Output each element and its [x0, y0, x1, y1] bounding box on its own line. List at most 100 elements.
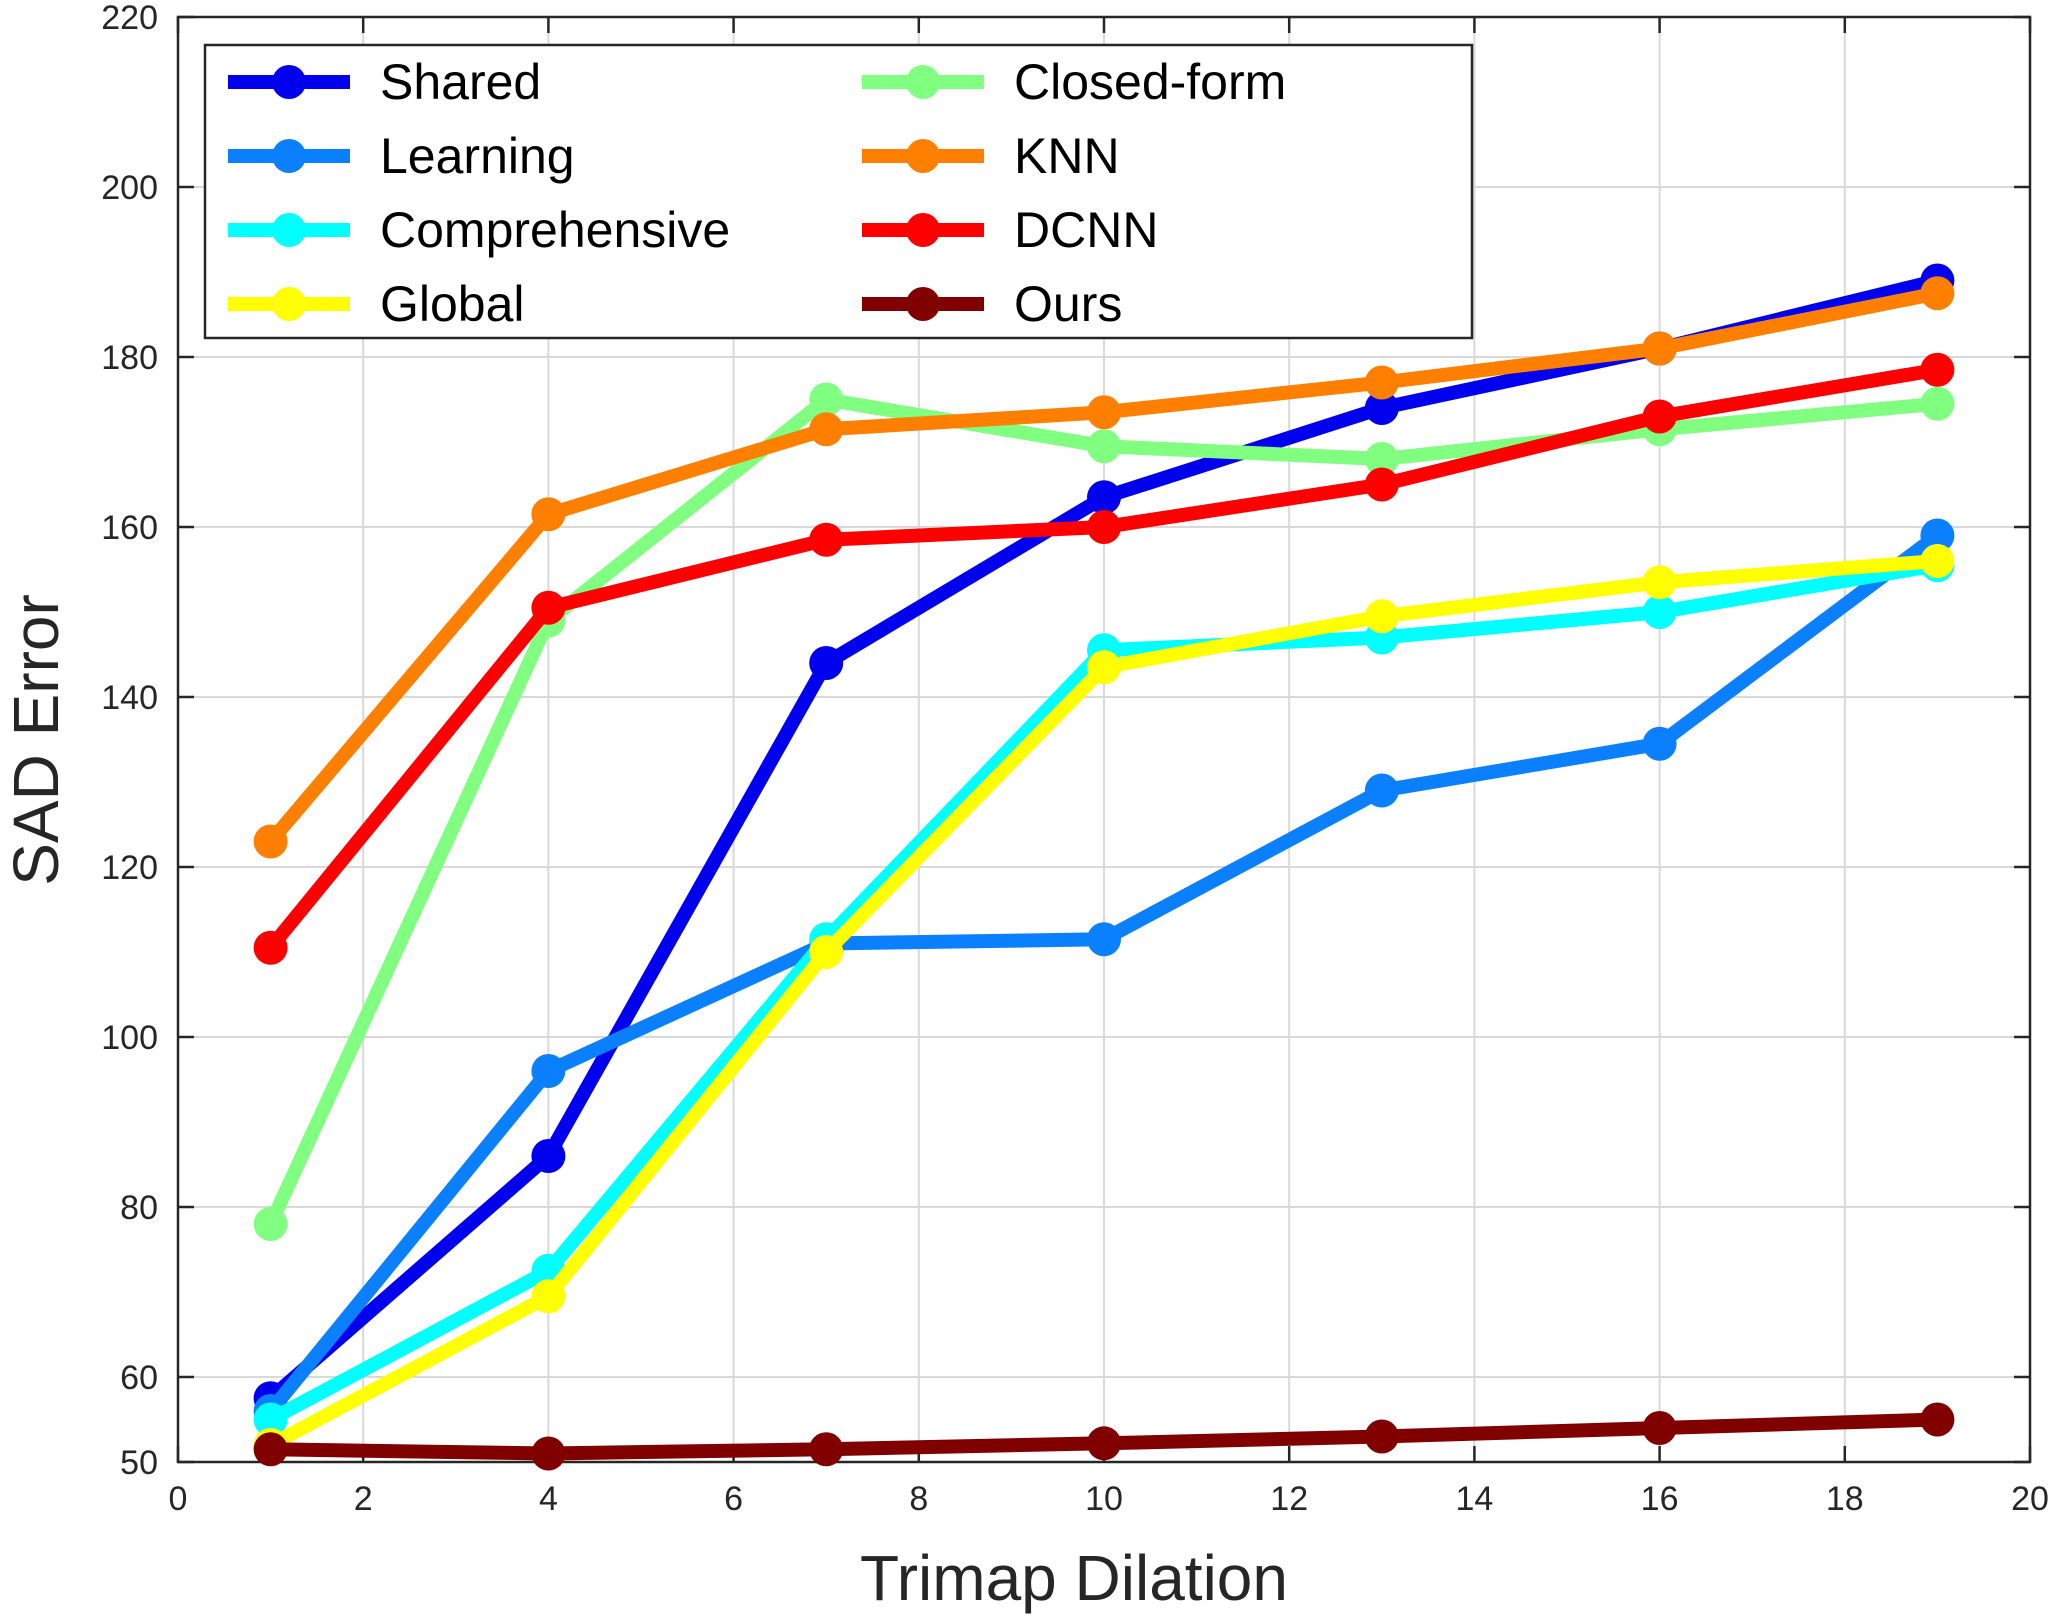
- data-point-knn: [1920, 276, 1955, 311]
- y-tick-label: 140: [101, 679, 158, 717]
- x-tick-label: 4: [539, 1480, 558, 1518]
- series-ours: [253, 1402, 1955, 1471]
- data-point-global: [531, 1279, 566, 1314]
- x-tick-label: 8: [909, 1480, 928, 1518]
- legend-item-knn: KNN: [862, 128, 1120, 184]
- data-point-dcnn: [1087, 510, 1121, 544]
- y-tick-label: 160: [101, 509, 158, 547]
- legend-item-global: Global: [228, 276, 525, 332]
- data-point-closed-form: [1087, 429, 1121, 464]
- legend-swatch-marker: [272, 287, 306, 321]
- data-point-shared: [809, 646, 844, 680]
- data-point-learning: [1642, 726, 1677, 761]
- data-point-knn: [1642, 331, 1677, 366]
- data-point-knn: [1364, 365, 1399, 400]
- data-point-dcnn: [1364, 467, 1399, 502]
- data-point-learning: [1364, 773, 1399, 808]
- legend-swatch-marker: [272, 139, 306, 173]
- y-tick-label: 100: [101, 1019, 158, 1057]
- series-knn: [253, 276, 1955, 859]
- x-axis-ticks: 0 2 4 6 8 10 12 14 16 18 20: [169, 17, 2049, 1518]
- legend-swatch-marker: [906, 213, 940, 247]
- data-point-shared: [531, 1139, 566, 1173]
- data-point-closed-form: [1920, 386, 1955, 421]
- data-point-global: [1920, 544, 1955, 578]
- data-point-dcnn: [1920, 352, 1955, 387]
- data-point-dcnn: [1642, 399, 1677, 434]
- legend-label: Learning: [380, 128, 575, 184]
- legend-swatch-marker: [906, 287, 940, 321]
- data-point-learning: [531, 1054, 566, 1088]
- data-point-knn: [809, 412, 844, 447]
- legend-label: Closed-form: [1014, 54, 1286, 110]
- legend-label: Comprehensive: [380, 202, 730, 258]
- data-point-closed-form: [253, 1207, 288, 1241]
- data-point-ours: [531, 1436, 566, 1471]
- data-point-learning: [1087, 922, 1121, 957]
- data-point-ours: [1087, 1426, 1121, 1461]
- legend-swatch-marker: [906, 65, 940, 99]
- x-tick-label: 16: [1641, 1480, 1679, 1518]
- legend-label: Shared: [380, 54, 541, 110]
- data-point-knn: [531, 497, 566, 532]
- x-tick-label: 10: [1085, 1480, 1123, 1518]
- legend-item-comprehensive: Comprehensive: [228, 202, 730, 258]
- legend-swatch-marker: [906, 139, 940, 173]
- y-tick-label: 120: [101, 849, 158, 887]
- y-tick-label: 60: [120, 1359, 158, 1397]
- data-point-comprehensive: [1642, 595, 1677, 629]
- data-point-ours: [1364, 1419, 1399, 1454]
- data-point-global: [809, 935, 844, 969]
- legend-item-learning: Learning: [228, 128, 575, 184]
- legend-item-dcnn: DCNN: [862, 202, 1158, 258]
- legend-label: Global: [380, 276, 525, 332]
- data-point-ours: [253, 1432, 288, 1467]
- data-point-closed-form: [809, 382, 844, 417]
- y-axis-ticks: 50 60 80 100 120 140 160 180 200 220: [101, 0, 2030, 1482]
- series-layer: [253, 263, 1955, 1471]
- series-global: [253, 544, 1955, 1462]
- data-point-comprehensive: [253, 1402, 288, 1437]
- legend-item-ours: Ours: [862, 276, 1122, 332]
- legend-label: KNN: [1014, 128, 1120, 184]
- y-tick-label: 180: [101, 339, 158, 377]
- data-point-knn: [1087, 395, 1121, 430]
- y-tick-label: 220: [101, 0, 158, 37]
- x-tick-label: 14: [1455, 1480, 1493, 1518]
- x-tick-label: 12: [1270, 1480, 1308, 1518]
- data-point-dcnn: [253, 930, 288, 965]
- data-point-closed-form: [1364, 442, 1399, 476]
- legend-label: DCNN: [1014, 202, 1158, 258]
- x-tick-label: 18: [1826, 1480, 1864, 1518]
- legend-item-shared: Shared: [228, 54, 541, 110]
- data-point-shared: [1087, 480, 1121, 515]
- legend-label: Ours: [1014, 276, 1122, 332]
- data-point-learning: [1920, 518, 1955, 553]
- data-point-dcnn: [809, 522, 844, 557]
- data-point-global: [1642, 565, 1677, 600]
- y-tick-label: 50: [120, 1444, 158, 1482]
- y-tick-label: 80: [120, 1189, 158, 1227]
- data-point-ours: [1920, 1402, 1955, 1437]
- legend: Shared Learning Comprehensive Global Closed-…: [203, 43, 1474, 340]
- data-point-shared: [1364, 391, 1399, 425]
- x-tick-label: 0: [169, 1480, 188, 1518]
- legend-box: [203, 43, 1474, 340]
- data-point-dcnn: [531, 590, 566, 625]
- data-point-ours: [809, 1432, 844, 1467]
- data-point-global: [1364, 599, 1399, 634]
- legend-item-closed-form: Closed-form: [862, 54, 1286, 110]
- x-axis-label: Trimap Dilation: [860, 1542, 1288, 1614]
- y-tick-label: 200: [101, 169, 158, 207]
- x-tick-label: 20: [2011, 1480, 2049, 1518]
- x-tick-label: 6: [724, 1480, 743, 1518]
- legend-swatch-marker: [272, 65, 306, 99]
- data-point-global: [1087, 650, 1121, 685]
- legend-swatch-marker: [272, 213, 306, 247]
- series-dcnn: [253, 352, 1955, 965]
- data-point-knn: [253, 824, 288, 859]
- data-point-ours: [1642, 1411, 1677, 1445]
- y-axis-label: SAD Error: [0, 594, 72, 886]
- x-tick-label: 2: [354, 1480, 373, 1518]
